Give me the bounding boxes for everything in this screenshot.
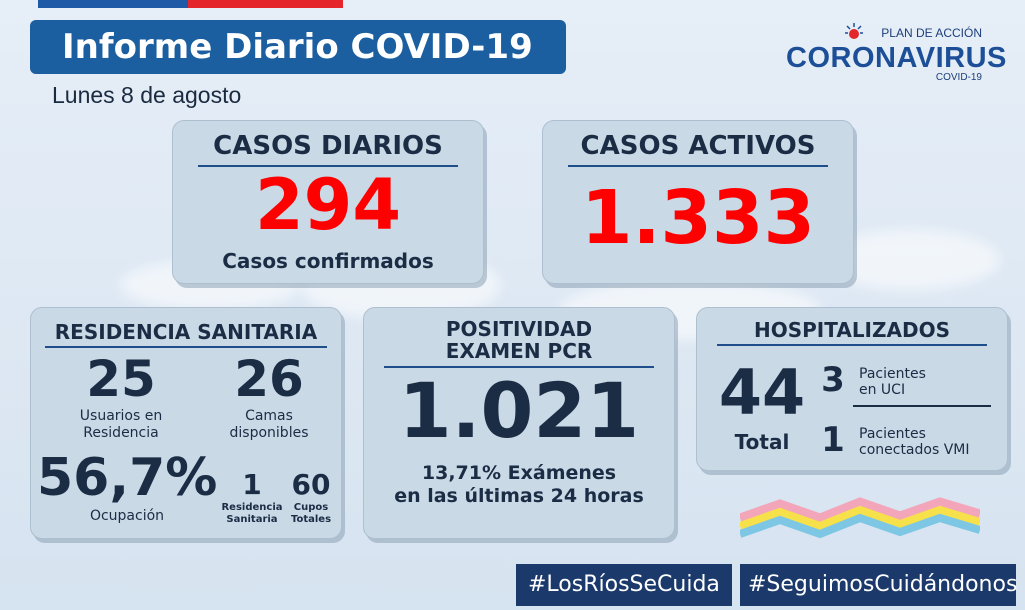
casos-activos-heading: CASOS ACTIVOS	[580, 131, 816, 161]
page-title: Informe Diario COVID-19	[30, 20, 566, 74]
report-date: Lunes 8 de agosto	[52, 82, 242, 108]
hashtag-seguimos-cuidandonos: #SeguimosCuidándonos	[740, 564, 1017, 606]
residencias-label-line2: Sanitaria	[226, 514, 278, 525]
positividad-caption-line1: 13,71% Exámenes	[421, 462, 617, 484]
cupos-value: 60	[291, 468, 331, 501]
sun-emblem-icon	[845, 23, 863, 39]
divider	[568, 165, 828, 167]
camas-value: 26	[234, 350, 304, 408]
residencias-value: 1	[242, 468, 262, 501]
camas-label: Camas disponibles	[199, 408, 339, 442]
uci-label-line2: en UCI	[859, 382, 906, 398]
positividad-caption: 13,71% Exámenes en las últimas 24 horas	[364, 462, 674, 508]
divider	[853, 405, 991, 407]
positividad-value: 1.021	[398, 366, 640, 455]
vmi-label-line2: conectados VMI	[859, 442, 970, 458]
camas-label-line2: disponibles	[229, 425, 309, 441]
residencia-heading: RESIDENCIA SANITARIA	[54, 320, 318, 344]
hashtag-los-rios-se-cuida: #LosRíosSeCuida	[516, 564, 732, 606]
casos-activos-value: 1.333	[580, 175, 816, 261]
divider	[45, 346, 327, 348]
usuarios-label-line2: Residencia	[83, 425, 159, 441]
divider	[384, 366, 654, 368]
usuarios-label-line1: Usuarios en	[79, 408, 163, 424]
decorative-wave-stripes	[740, 497, 980, 539]
casos-diarios-heading: CASOS DIARIOS	[213, 131, 443, 161]
divider	[198, 165, 458, 167]
residencias-label: Residencia Sanitaria	[217, 502, 287, 526]
positividad-heading-line1: POSITIVIDAD	[445, 317, 593, 341]
hospitalizados-total-label: Total	[734, 430, 790, 454]
residencias-label-line1: Residencia	[221, 502, 283, 513]
uci-label-line1: Pacientes	[859, 366, 926, 382]
divider	[717, 344, 987, 346]
flag-stripe-red	[188, 0, 343, 8]
uci-label: Pacientes en UCI	[859, 366, 926, 398]
casos-activos-card: CASOS ACTIVOS 1.333	[542, 120, 854, 284]
positividad-card: POSITIVIDAD EXAMEN PCR 1.021 13,71% Exám…	[363, 307, 675, 539]
hospitalizados-heading: HOSPITALIZADOS	[754, 318, 950, 342]
camas-label-line1: Camas	[245, 408, 293, 424]
cupos-label: Cupos Totales	[283, 502, 339, 526]
casos-diarios-caption: Casos confirmados	[222, 249, 434, 273]
casos-diarios-value: 294	[254, 164, 402, 246]
vmi-label-line1: Pacientes	[859, 426, 926, 442]
flag-stripe-blue	[38, 0, 188, 8]
positividad-caption-line2: en las últimas 24 horas	[394, 485, 644, 507]
ocupacion-label: Ocupación	[89, 508, 165, 524]
hospitalizados-card: HOSPITALIZADOS 44 Total 3 Pacientes en U…	[696, 307, 1008, 471]
cupos-label-line1: Cupos	[293, 502, 329, 513]
casos-diarios-card: CASOS DIARIOS 294 Casos confirmados	[172, 120, 484, 284]
logo-top-text: PLAN DE ACCIÓN	[881, 26, 982, 40]
cupos-label-line2: Totales	[290, 514, 332, 525]
uci-value: 3	[821, 360, 845, 400]
hospitalizados-total-value: 44	[718, 356, 806, 429]
positividad-heading: POSITIVIDAD EXAMEN PCR	[364, 318, 674, 362]
logo-bottom-text: COVID-19	[935, 72, 982, 83]
coronavirus-plan-logo: PLAN DE ACCIÓN CORONAVIRUS COVID-19	[786, 22, 1006, 84]
residencia-sanitaria-card: RESIDENCIA SANITARIA 25 Usuarios en Resi…	[30, 307, 342, 539]
vmi-label: Pacientes conectados VMI	[859, 426, 970, 458]
vmi-value: 1	[821, 420, 845, 460]
logo-main-text: CORONAVIRUS	[786, 42, 1007, 74]
usuarios-value: 25	[86, 350, 156, 408]
usuarios-label: Usuarios en Residencia	[51, 408, 191, 442]
positividad-heading-line2: EXAMEN PCR	[445, 339, 593, 363]
ocupacion-value: 56,7%	[37, 448, 218, 508]
